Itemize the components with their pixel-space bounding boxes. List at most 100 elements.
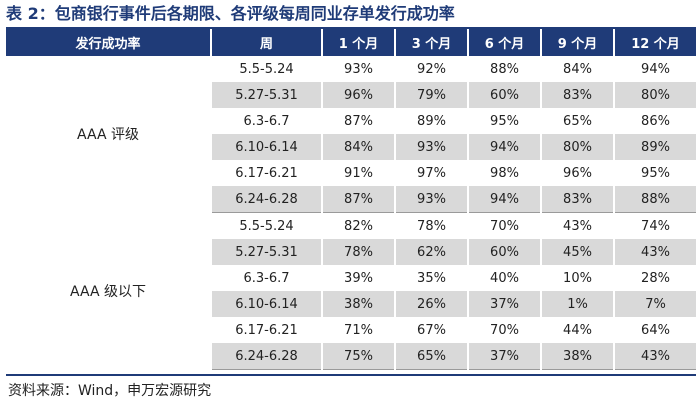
rate-cell: 89% [394,108,468,134]
group-label: AAA 级以下 [6,212,211,370]
table-row: AAA 评级 5.5-5.24 93% 92% 88% 84% 94% [6,56,696,213]
rate-cell: 70% [467,212,541,239]
week-cell: 5.5-5.24 [210,56,322,82]
rate-cell: 37% [467,343,541,370]
rate-cell: 98% [467,160,541,186]
rate-cell: 35% [394,265,468,291]
header-cell: 6 个月 [467,29,541,56]
table-row: 6.10-6.14 84% 93% 94% 80% 89% [6,134,696,160]
rate-cell: 86% [613,108,696,134]
header-cell: 12 个月 [613,29,696,56]
rate-cell: 80% [613,82,696,108]
rate-cell: 87% [321,186,395,213]
rate-cell: 71% [321,317,395,343]
rate-cell: 97% [394,160,468,186]
table-row: 6.3-6.7 87% 89% 95% 65% 86% [6,108,696,134]
table-row: 6.24-6.28 75% 65% 37% 38% 43% [6,343,696,370]
rate-cell: 83% [540,82,614,108]
week-cell: 6.3-6.7 [210,265,322,291]
week-cell: 5.5-5.24 [210,212,322,239]
rate-cell: 87% [321,108,395,134]
rate-cell: 43% [613,239,696,265]
table-row: 6.17-6.21 91% 97% 98% 96% 95% [6,160,696,186]
rate-cell: 39% [321,265,395,291]
group-label: AAA 评级 [6,56,211,213]
week-cell: 6.10-6.14 [210,134,322,160]
rate-cell: 70% [467,317,541,343]
rate-cell: 96% [321,82,395,108]
rate-cell: 60% [467,82,541,108]
rate-cell: 43% [540,212,614,239]
rate-cell: 28% [613,265,696,291]
rate-cell: 84% [540,56,614,82]
table-title: 表 2：包商银行事件后各期限、各评级每周同业存单发行成功率 [6,4,455,23]
rate-cell: 64% [613,317,696,343]
rate-cell: 95% [467,108,541,134]
rate-cell: 94% [467,186,541,213]
rate-cell: 93% [321,56,395,82]
rate-cell: 96% [540,160,614,186]
header-cell: 发行成功率 [6,29,211,56]
header-cell: 1 个月 [321,29,395,56]
rate-cell: 65% [394,343,468,370]
bottom-divider [6,374,696,376]
rate-cell: 78% [394,212,468,239]
rate-cell: 78% [321,239,395,265]
source-note: 资料来源：Wind，申万宏源研究 [8,383,212,399]
table-row: 6.3-6.7 39% 35% 40% 10% 28% [6,265,696,291]
table-body: AAA 评级 5.5-5.24 93% 92% 88% 84% 94% 5.27-5.31 96… [6,56,696,370]
table-row: 6.24-6.28 87% 93% 94% 83% 88% [6,186,696,213]
rate-cell: 91% [321,160,395,186]
rate-cell: 45% [540,239,614,265]
rate-cell: 84% [321,134,395,160]
rate-cell: 38% [321,291,395,317]
rate-cell: 93% [394,134,468,160]
rate-cell: 93% [394,186,468,213]
rate-cell: 89% [613,134,696,160]
rate-cell: 10% [540,265,614,291]
title-divider [6,27,696,29]
table-row: 5.27-5.31 96% 79% 60% 83% 80% [6,82,696,108]
rate-cell: 65% [540,108,614,134]
table-row: 5.27-5.31 78% 62% 60% 45% 43% [6,239,696,265]
week-cell: 6.10-6.14 [210,291,322,317]
table-row: 6.17-6.21 71% 67% 70% 44% 64% [6,317,696,343]
rate-cell: 75% [321,343,395,370]
week-cell: 5.27-5.31 [210,82,322,108]
week-cell: 6.3-6.7 [210,108,322,134]
rate-cell: 79% [394,82,468,108]
rate-cell: 40% [467,265,541,291]
rate-cell: 7% [613,291,696,317]
rate-cell: 88% [613,186,696,213]
rate-cell: 82% [321,212,395,239]
success-rate-table: 发行成功率 周 1 个月 3 个月 6 个月 9 个月 12 个月 AAA 评级… [6,29,696,370]
rate-cell: 37% [467,291,541,317]
week-cell: 6.24-6.28 [210,186,322,213]
rate-cell: 94% [467,134,541,160]
week-cell: 6.24-6.28 [210,343,322,370]
rate-cell: 44% [540,317,614,343]
header-row: 发行成功率 周 1 个月 3 个月 6 个月 9 个月 12 个月 [6,29,696,56]
rate-cell: 38% [540,343,614,370]
header-cell: 3 个月 [394,29,468,56]
week-cell: 6.17-6.21 [210,317,322,343]
header-cell: 周 [210,29,322,56]
week-cell: 5.27-5.31 [210,239,322,265]
rate-cell: 80% [540,134,614,160]
rate-cell: 43% [613,343,696,370]
header-cell: 9 个月 [540,29,614,56]
rate-cell: 88% [467,56,541,82]
rate-cell: 60% [467,239,541,265]
rate-cell: 94% [613,56,696,82]
rate-cell: 67% [394,317,468,343]
week-cell: 6.17-6.21 [210,160,322,186]
table-row: AAA 级以下 5.5-5.24 82% 78% 70% 43% 74% [6,212,696,370]
rate-cell: 26% [394,291,468,317]
rate-cell: 62% [394,239,468,265]
rate-cell: 83% [540,186,614,213]
table-row: 6.10-6.14 38% 26% 37% 1% 7% [6,291,696,317]
rate-cell: 92% [394,56,468,82]
rate-cell: 74% [613,212,696,239]
rate-cell: 95% [613,160,696,186]
rate-cell: 1% [540,291,614,317]
